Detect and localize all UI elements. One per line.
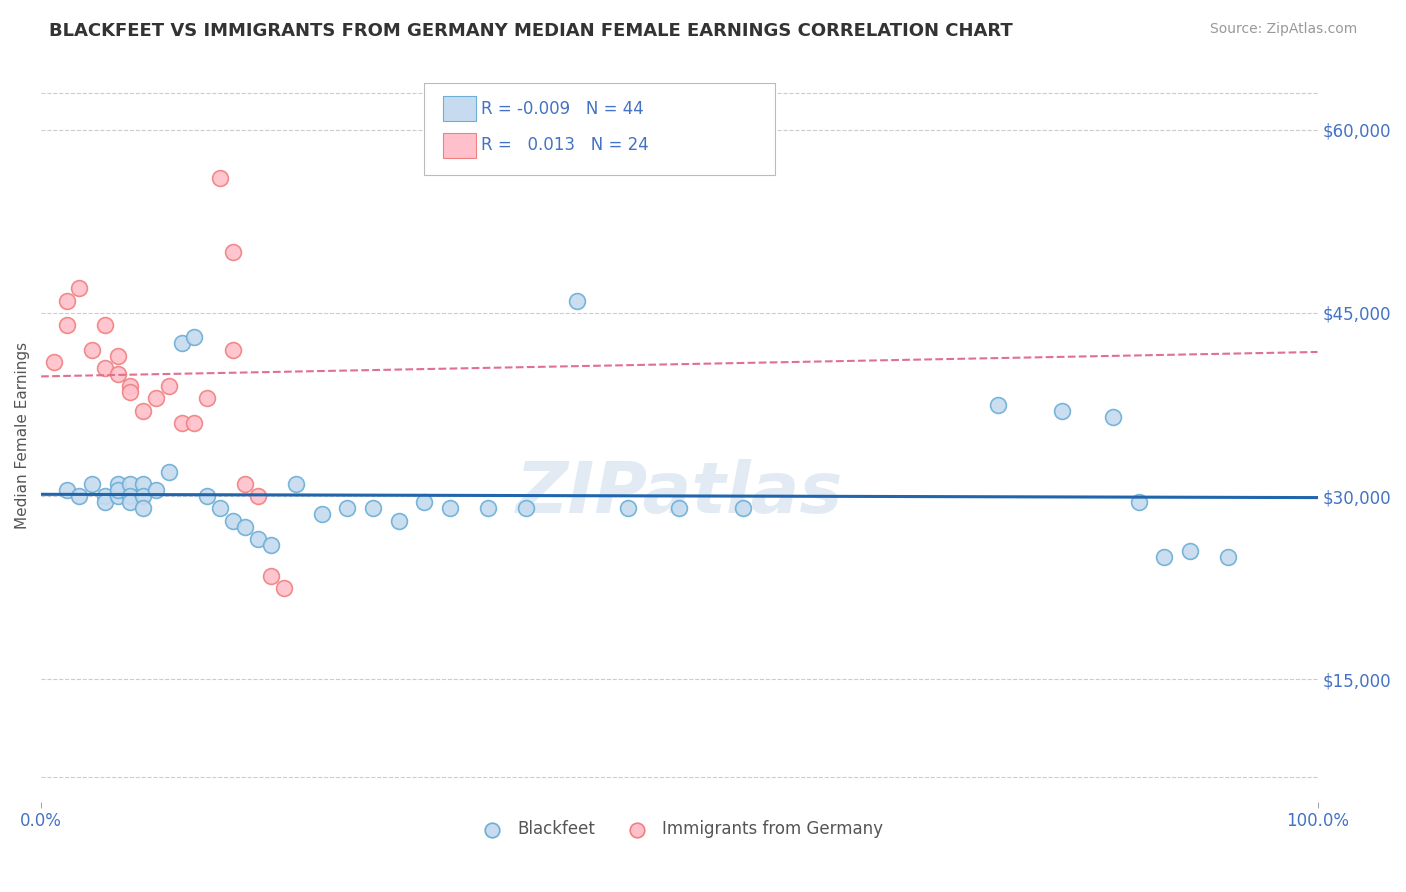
Point (221, 244, 243, 259)
Point (107, 477, 129, 491)
Point (221, 514, 243, 528)
Point (107, 349, 129, 363)
Point (1218, 550, 1240, 565)
Point (195, 489, 218, 503)
Point (132, 501, 155, 516)
Point (361, 501, 384, 516)
Point (82, 343, 104, 357)
Point (233, 519, 256, 533)
Point (1178, 544, 1201, 558)
Point (1128, 495, 1150, 509)
Point (515, 501, 537, 516)
Point (120, 489, 142, 503)
Point (439, 501, 461, 516)
Point (733, 501, 755, 516)
Point (94, 318, 117, 332)
Point (247, 532, 270, 546)
Text: Source: ZipAtlas.com: Source: ZipAtlas.com (1209, 22, 1357, 37)
Point (273, 581, 295, 595)
Point (170, 336, 193, 351)
Point (120, 495, 142, 509)
Point (145, 392, 167, 406)
Point (132, 403, 155, 417)
Point (157, 465, 180, 479)
Point (617, 501, 640, 516)
Point (668, 501, 690, 516)
Point (1153, 550, 1175, 565)
Text: R = -0.009   N = 44: R = -0.009 N = 44 (481, 100, 644, 118)
Legend: Blackfeet, Immigrants from Germany: Blackfeet, Immigrants from Germany (470, 814, 890, 845)
Point (195, 392, 218, 406)
Point (55, 483, 77, 497)
Point (336, 501, 359, 516)
Point (107, 489, 129, 503)
Point (183, 416, 205, 430)
Point (42, 355, 65, 369)
Point (260, 538, 283, 552)
Point (311, 508, 333, 522)
Text: R =   0.013   N = 24: R = 0.013 N = 24 (481, 136, 650, 154)
Point (247, 489, 270, 503)
Point (94, 489, 117, 503)
Point (94, 495, 117, 509)
Point (170, 416, 193, 430)
Point (285, 477, 308, 491)
FancyBboxPatch shape (425, 83, 775, 175)
Point (208, 171, 231, 186)
Point (1052, 403, 1074, 417)
Point (157, 379, 180, 393)
Point (107, 483, 129, 497)
Point (132, 477, 155, 491)
Point (387, 514, 409, 528)
FancyBboxPatch shape (443, 133, 477, 158)
Point (82, 477, 104, 491)
Point (987, 397, 1010, 411)
Y-axis label: Median Female Earnings: Median Female Earnings (15, 342, 30, 529)
Point (55, 318, 77, 332)
Point (132, 489, 155, 503)
Point (183, 330, 205, 344)
Text: BLACKFEET VS IMMIGRANTS FROM GERMANY MEDIAN FEMALE EARNINGS CORRELATION CHART: BLACKFEET VS IMMIGRANTS FROM GERMANY MED… (49, 22, 1012, 40)
Point (567, 293, 589, 308)
Point (120, 477, 142, 491)
Point (260, 568, 283, 582)
Point (221, 343, 243, 357)
Point (107, 367, 129, 381)
Text: ZIPatlas: ZIPatlas (516, 459, 844, 528)
Point (477, 501, 499, 516)
Point (120, 385, 142, 400)
Point (208, 501, 231, 516)
Point (67, 281, 90, 295)
Point (94, 360, 117, 375)
Point (1102, 409, 1125, 424)
Point (413, 495, 436, 509)
FancyBboxPatch shape (443, 96, 477, 121)
Point (233, 477, 256, 491)
Point (55, 293, 77, 308)
Point (145, 483, 167, 497)
Point (120, 379, 142, 393)
Point (67, 489, 90, 503)
